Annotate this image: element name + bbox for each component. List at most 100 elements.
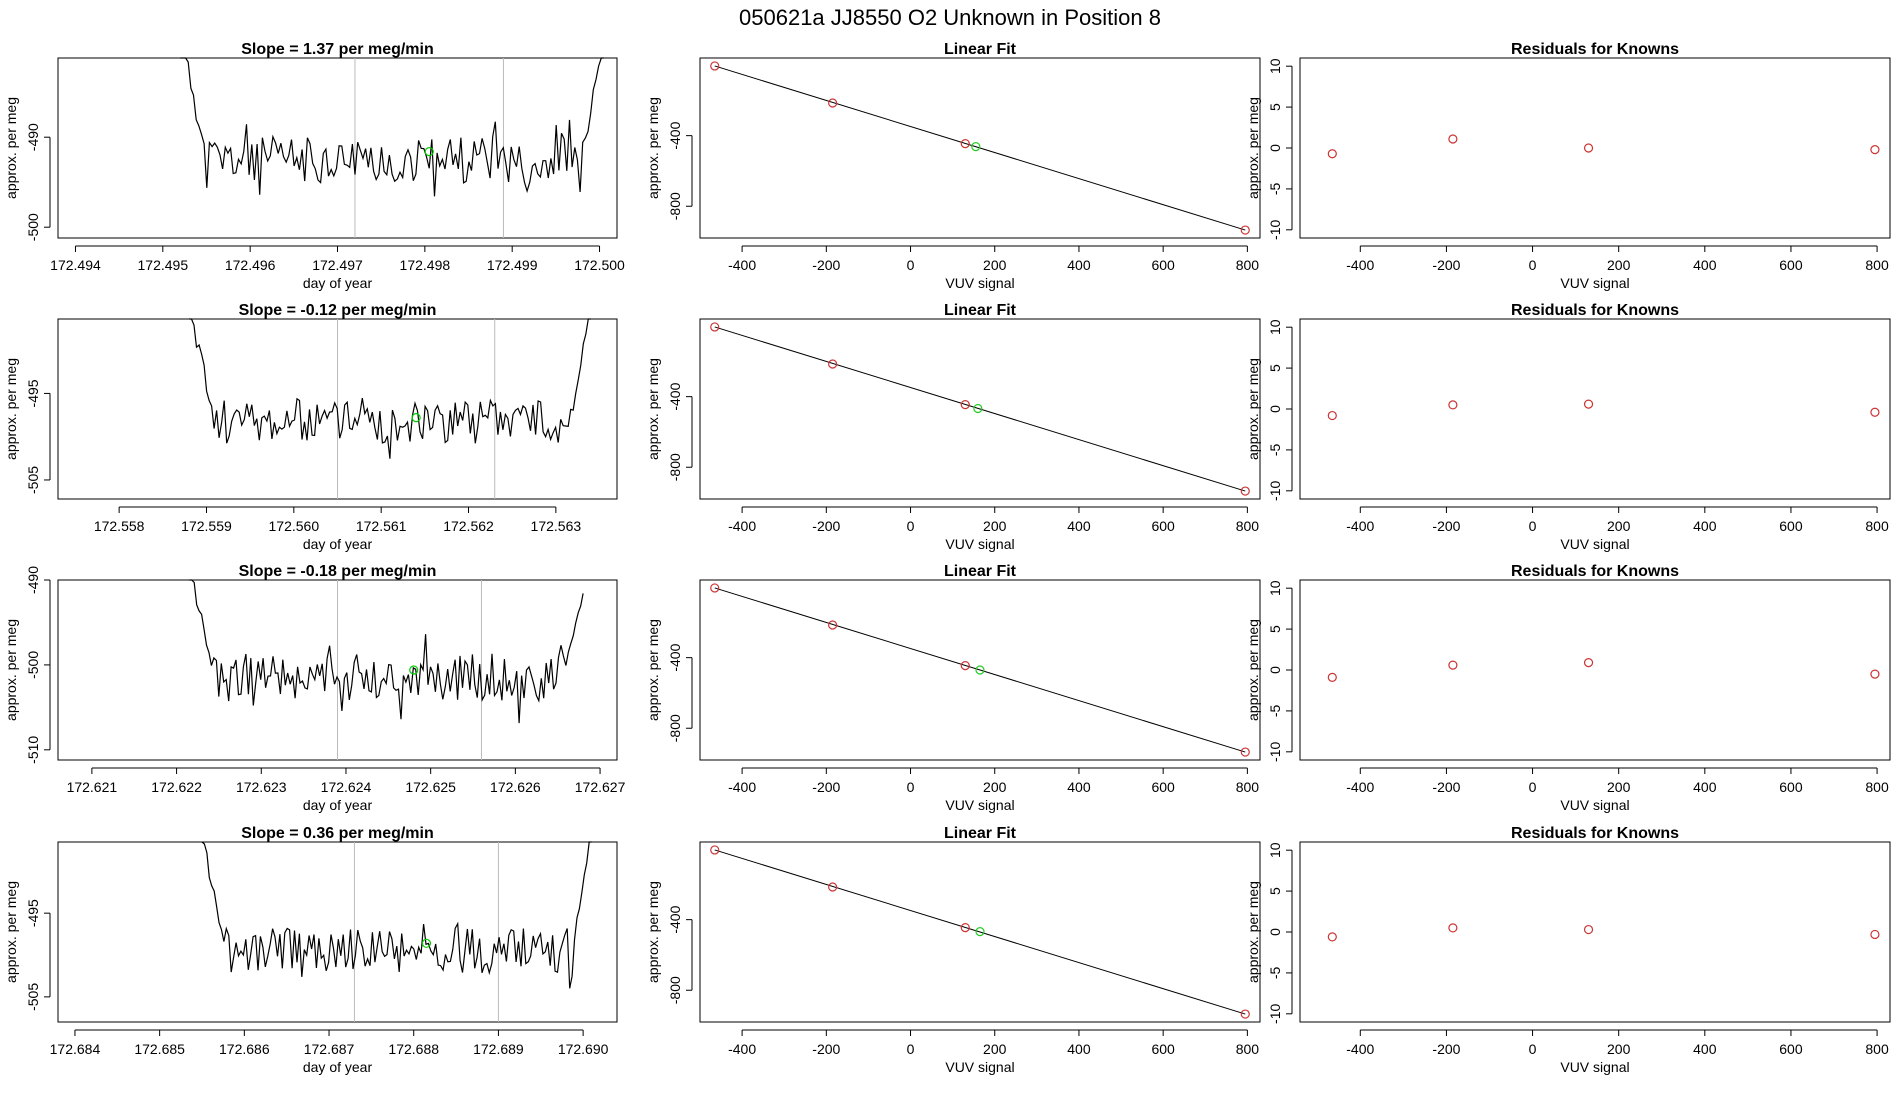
timeseries-3-x-axis-label: day of year	[303, 797, 373, 813]
residuals-1-x-tick-label: 600	[1779, 257, 1803, 273]
residuals-4-point	[1583, 924, 1594, 935]
residuals-1-title: Residuals for Knowns	[1511, 41, 1679, 58]
linear-fit-4-y-tick-label: -400	[667, 905, 683, 933]
linear-fit-3-x-tick-label: 200	[983, 779, 1007, 795]
linear-fit-3-x-tick-label: 0	[907, 779, 915, 795]
timeseries-3-x-tick-label: 172.626	[490, 779, 541, 795]
timeseries-4-x-tick-label: 172.687	[304, 1041, 355, 1057]
residuals-4-point	[1448, 923, 1458, 933]
linear-fit-1-point	[960, 138, 970, 149]
timeseries-4-x-tick-label: 172.685	[134, 1041, 185, 1057]
residuals-4-x-tick-label: 200	[1607, 1041, 1631, 1057]
residuals-3-y-tick-label: 5	[1267, 625, 1283, 633]
panel-grid: Slope = 1.37 per meg/min 172.494 172.495 17…	[3, 41, 1891, 1075]
timeseries-1-plot-frame	[57, 57, 618, 239]
timeseries-1-y-axis-label: approx. per meg	[3, 97, 19, 199]
residuals-1-x-tick-label: 200	[1607, 257, 1631, 273]
timeseries-2-mean-marker	[411, 413, 421, 423]
linear-fit-2-x-tick-label: 600	[1151, 518, 1175, 534]
linear-fit-1-y-tick-label: -800	[667, 192, 683, 220]
residuals-3-x-tick-label: 800	[1865, 779, 1889, 795]
linear-fit-4-point	[975, 927, 985, 937]
residuals-2-plot-frame	[1299, 318, 1891, 500]
linear-fit-4-x-tick-label: 800	[1236, 1041, 1260, 1057]
linear-fit-3-point	[828, 620, 838, 630]
timeseries-3-series-line	[189, 579, 584, 724]
timeseries-1-y-tick-label: -500	[25, 213, 41, 241]
linear-fit-panel-1: Linear Fit -400 -200 0 200 400 600 800 VUV signa…	[645, 41, 1261, 291]
residuals-3-x-tick-label: 200	[1607, 779, 1631, 795]
residuals-1-y-tick-label: 5	[1267, 103, 1283, 111]
linear-fit-1-x-tick-label: 400	[1067, 257, 1091, 273]
residuals-2-point	[1448, 400, 1458, 410]
residuals-4-plot-frame	[1299, 841, 1891, 1023]
residuals-4-x-tick-label: 0	[1529, 1041, 1537, 1057]
timeseries-3-x-tick-label: 172.621	[67, 779, 118, 795]
residuals-4-x-tick-label: 400	[1693, 1041, 1717, 1057]
residuals-4-y-tick-label: 0	[1267, 928, 1283, 936]
residuals-4-x-tick-label: 600	[1779, 1041, 1803, 1057]
residuals-3-x-tick-label: 400	[1693, 779, 1717, 795]
residuals-1-point	[1448, 134, 1458, 144]
timeseries-2-x-tick-label: 172.561	[356, 518, 407, 534]
timeseries-4-x-tick-label: 172.690	[558, 1041, 609, 1057]
linear-fit-4-x-axis-label: VUV signal	[945, 1059, 1014, 1075]
linear-fit-2-point	[828, 359, 838, 369]
residuals-panel-1: Residuals for Knowns -400 -200 0 200 400 600 80…	[1245, 41, 1891, 291]
timeseries-4-y-tick-label: -495	[25, 899, 41, 927]
residuals-2-point	[1870, 407, 1880, 417]
linear-fit-1-point	[710, 61, 720, 71]
residuals-3-y-tick-label: -5	[1267, 704, 1283, 717]
residuals-2-x-tick-label: 400	[1693, 518, 1717, 534]
residuals-3-x-tick-label: 0	[1529, 779, 1537, 795]
timeseries-4-x-tick-label: 172.684	[50, 1041, 101, 1057]
timeseries-4-x-axis-label: day of year	[303, 1059, 373, 1075]
linear-fit-2-point	[710, 322, 720, 332]
timeseries-3-x-tick-label: 172.627	[575, 779, 626, 795]
linear-fit-3-point	[975, 665, 985, 675]
timeseries-1-y-tick-label: -490	[25, 123, 41, 151]
linear-fit-4-title: Linear Fit	[944, 825, 1017, 842]
timeseries-2-x-tick-label: 172.562	[443, 518, 494, 534]
residuals-3-point	[1583, 658, 1594, 668]
linear-fit-2-y-axis-label: approx. per meg	[645, 358, 661, 460]
timeseries-2-x-axis-label: day of year	[303, 536, 373, 552]
residuals-2-y-tick-label: 10	[1267, 319, 1283, 335]
linear-fit-3-title: Linear Fit	[944, 563, 1017, 580]
timeseries-1-mean-marker	[424, 147, 434, 157]
residuals-4-y-tick-label: 5	[1267, 887, 1283, 895]
residuals-3-x-axis-label: VUV signal	[1560, 797, 1629, 813]
timeseries-4-x-tick-label: 172.689	[473, 1041, 524, 1057]
residuals-1-point	[1327, 149, 1337, 159]
residuals-3-y-tick-label: 0	[1267, 666, 1283, 674]
residuals-3-title: Residuals for Knowns	[1511, 563, 1679, 580]
linear-fit-2-x-tick-label: -200	[812, 518, 840, 534]
timeseries-1-x-tick-label: 172.495	[138, 257, 189, 273]
residuals-1-x-tick-label: 0	[1529, 257, 1537, 273]
linear-fit-3-regression-line	[714, 587, 1246, 753]
timeseries-2-title: Slope = -0.12 per meg/min	[239, 302, 437, 319]
linear-fit-1-x-tick-label: 600	[1151, 257, 1175, 273]
linear-fit-panel-4: Linear Fit -400 -200 0 200 400 600 800 VUV signa…	[645, 825, 1261, 1075]
linear-fit-2-plot-frame	[699, 318, 1261, 500]
residuals-panel-2: Residuals for Knowns -400 -200 0 200 400 600 80…	[1245, 302, 1891, 552]
residuals-4-y-tick-label: -10	[1267, 1003, 1283, 1023]
residuals-1-x-tick-label: 400	[1693, 257, 1717, 273]
timeseries-3-x-tick-label: 172.623	[236, 779, 287, 795]
linear-fit-3-y-tick-label: -800	[667, 714, 683, 742]
residuals-4-y-tick-label: 10	[1267, 842, 1283, 858]
residuals-2-y-tick-label: 5	[1267, 364, 1283, 372]
residuals-1-y-tick-label: -10	[1267, 219, 1283, 239]
linear-fit-2-x-axis-label: VUV signal	[945, 536, 1014, 552]
linear-fit-1-point	[971, 141, 981, 152]
timeseries-2-x-tick-label: 172.563	[531, 518, 582, 534]
linear-fit-2-title: Linear Fit	[944, 302, 1017, 319]
linear-fit-4-plot-frame	[699, 841, 1261, 1023]
residuals-3-y-tick-label: -10	[1267, 741, 1283, 761]
linear-fit-1-point	[1240, 225, 1250, 235]
residuals-2-x-tick-label: -200	[1432, 518, 1460, 534]
residuals-1-point	[1583, 143, 1594, 153]
timeseries-4-series-line	[201, 841, 592, 989]
timeseries-3-x-tick-label: 172.622	[151, 779, 202, 795]
